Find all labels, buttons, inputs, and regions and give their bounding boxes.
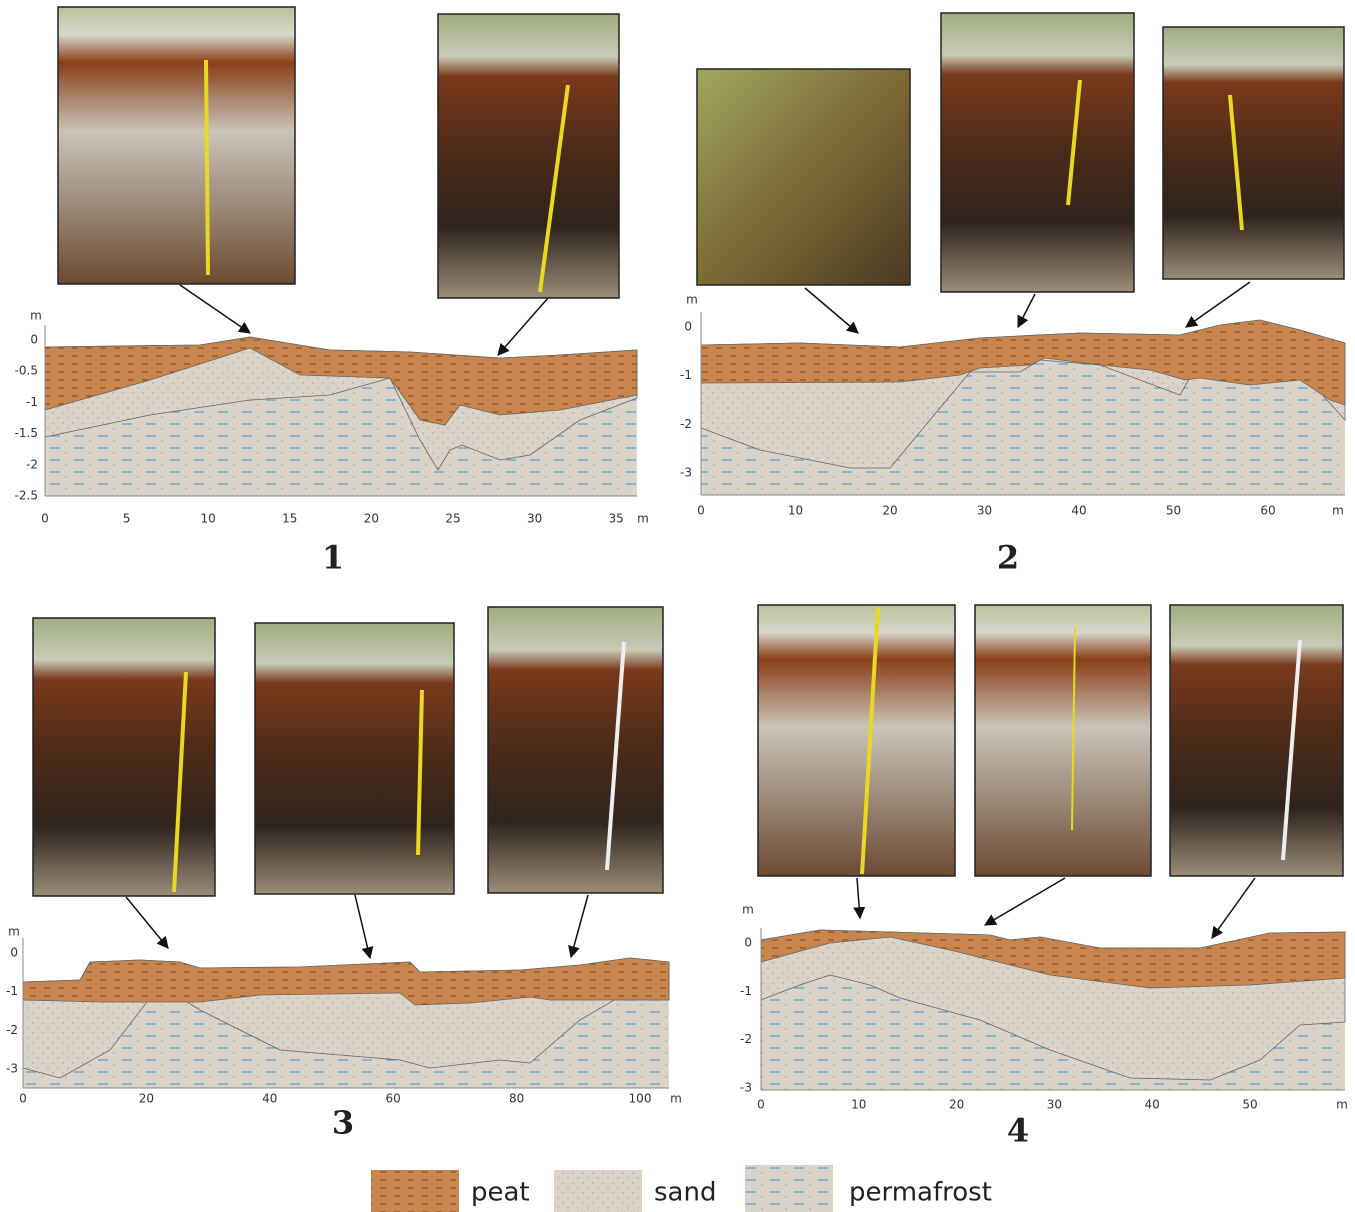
- x-tick-label: 0: [41, 512, 49, 526]
- photo: [1163, 27, 1344, 279]
- panel-number: 3: [332, 1104, 354, 1142]
- y-tick-label: -1: [680, 368, 692, 382]
- photo: [975, 605, 1151, 876]
- x-tick-label: 60: [1260, 504, 1275, 518]
- photo: [941, 13, 1134, 292]
- x-tick-label: 20: [364, 512, 379, 526]
- x-tick-label: 10: [851, 1098, 866, 1112]
- y-tick-label: -1: [6, 984, 18, 998]
- y-tick-label: 0: [684, 320, 692, 334]
- x-tick-label: 30: [527, 512, 542, 526]
- x-tick-label: 0: [19, 1092, 27, 1106]
- legend-label: permafrost: [849, 1178, 992, 1208]
- x-tick-label: 15: [282, 512, 297, 526]
- x-tick-label: 50: [1166, 504, 1181, 518]
- x-tick-label: 25: [445, 512, 460, 526]
- y-tick-label: -3: [680, 466, 692, 480]
- x-tick-label: 0: [697, 504, 705, 518]
- figure: 0-0.5-1-1.5-2-2.505101520253035mm10-1-2-…: [0, 0, 1355, 1212]
- y-tick-label: 0: [744, 936, 752, 950]
- panel-number: 1: [322, 539, 344, 577]
- photo: [438, 14, 619, 298]
- x-unit: m: [670, 1092, 682, 1106]
- x-tick-label: 5: [123, 512, 131, 526]
- x-tick-label: 10: [201, 512, 216, 526]
- y-tick-label: -1: [740, 984, 752, 998]
- x-tick-label: 50: [1242, 1098, 1257, 1112]
- y-tick-label: -3: [740, 1080, 752, 1094]
- x-tick-label: 60: [386, 1092, 401, 1106]
- y-tick-label: -1: [26, 395, 38, 409]
- legend-swatch: [371, 1170, 459, 1212]
- y-tick-label: -2.5: [15, 489, 38, 503]
- photo: [758, 605, 955, 876]
- y-tick-label: -2: [680, 417, 692, 431]
- y-tick-label: -2: [26, 457, 38, 471]
- x-tick-label: 0: [757, 1098, 765, 1112]
- x-tick-label: 80: [509, 1092, 524, 1106]
- panel-number: 4: [1007, 1112, 1029, 1150]
- photo: [1170, 605, 1343, 876]
- x-tick-label: 35: [609, 512, 624, 526]
- y-tick-label: 0: [30, 333, 38, 347]
- y-tick-label: -0.5: [15, 364, 38, 378]
- x-tick-label: 10: [788, 504, 803, 518]
- legend-label: peat: [471, 1178, 530, 1208]
- y-unit: m: [686, 293, 698, 307]
- x-tick-label: 30: [977, 504, 992, 518]
- y-unit: m: [742, 903, 754, 917]
- y-tick-label: 0: [10, 946, 18, 960]
- y-tick-label: -3: [6, 1062, 18, 1076]
- photo: [33, 618, 215, 896]
- photo: [255, 623, 454, 894]
- y-tick-label: -2: [6, 1023, 18, 1037]
- y-tick-label: -2: [740, 1032, 752, 1046]
- x-tick-label: 20: [882, 504, 897, 518]
- page: {"panels": [ {"number": "1", "unit_y": "…: [0, 0, 1355, 1212]
- y-unit: m: [8, 925, 20, 939]
- legend: peat sand permafrost: [371, 1165, 992, 1212]
- y-tick-label: -1.5: [15, 426, 38, 440]
- legend-swatch: [554, 1170, 642, 1212]
- photo: [58, 7, 295, 284]
- y-unit: m: [30, 309, 42, 323]
- x-unit: m: [1332, 504, 1344, 518]
- x-tick-label: 40: [262, 1092, 277, 1106]
- x-unit: m: [1336, 1098, 1348, 1112]
- photo: [488, 607, 663, 893]
- panel-number: 2: [997, 539, 1019, 577]
- legend-label: sand: [654, 1178, 716, 1208]
- x-tick-label: 20: [949, 1098, 964, 1112]
- photo: [697, 69, 910, 285]
- x-tick-label: 40: [1145, 1098, 1160, 1112]
- x-tick-label: 30: [1047, 1098, 1062, 1112]
- x-tick-label: 20: [139, 1092, 154, 1106]
- legend-swatch: [745, 1165, 833, 1212]
- x-unit: m: [637, 512, 649, 526]
- x-tick-label: 40: [1071, 504, 1086, 518]
- x-tick-label: 100: [629, 1092, 652, 1106]
